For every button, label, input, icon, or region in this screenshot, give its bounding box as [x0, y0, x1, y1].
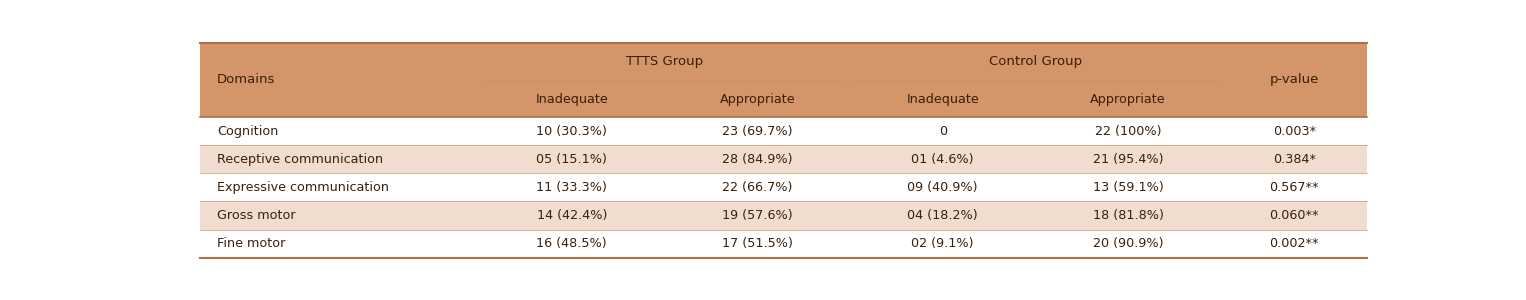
Text: 10 (30.3%): 10 (30.3%) — [536, 124, 607, 138]
Text: Expressive communication: Expressive communication — [217, 181, 389, 194]
Bar — [200, 117, 1367, 145]
Text: Cognition: Cognition — [217, 124, 278, 138]
Text: p-value: p-value — [1270, 74, 1318, 86]
Text: 01 (4.6%): 01 (4.6%) — [911, 153, 974, 166]
Text: 28 (84.9%): 28 (84.9%) — [722, 153, 792, 166]
Text: 11 (33.3%): 11 (33.3%) — [536, 181, 607, 194]
Text: 0: 0 — [938, 124, 946, 138]
Text: Control Group: Control Group — [989, 55, 1082, 68]
Text: 22 (66.7%): 22 (66.7%) — [722, 181, 792, 194]
Text: 0.384*: 0.384* — [1273, 153, 1315, 166]
Text: 09 (40.9%): 09 (40.9%) — [908, 181, 978, 194]
Text: 23 (69.7%): 23 (69.7%) — [722, 124, 792, 138]
Bar — [200, 145, 1367, 173]
Text: 22 (100%): 22 (100%) — [1096, 124, 1161, 138]
Text: 19 (57.6%): 19 (57.6%) — [722, 209, 792, 222]
Text: TTTS Group: TTTS Group — [626, 55, 703, 68]
Text: 14 (42.4%): 14 (42.4%) — [537, 209, 607, 222]
Text: 0.003*: 0.003* — [1273, 124, 1315, 138]
Text: 0.002**: 0.002** — [1270, 237, 1318, 250]
Text: 16 (48.5%): 16 (48.5%) — [537, 237, 607, 250]
Bar — [200, 173, 1367, 202]
Bar — [200, 230, 1367, 258]
Text: Inadequate: Inadequate — [536, 93, 609, 106]
Text: Receptive communication: Receptive communication — [217, 153, 383, 166]
Text: Inadequate: Inadequate — [906, 93, 980, 106]
Text: 21 (95.4%): 21 (95.4%) — [1093, 153, 1163, 166]
Bar — [200, 202, 1367, 230]
Text: Gross motor: Gross motor — [217, 209, 296, 222]
Text: 17 (51.5%): 17 (51.5%) — [722, 237, 792, 250]
Text: Appropriate: Appropriate — [719, 93, 795, 106]
Text: Appropriate: Appropriate — [1091, 93, 1166, 106]
Bar — [200, 43, 1367, 117]
Text: 0.567**: 0.567** — [1270, 181, 1318, 194]
Text: 0.060**: 0.060** — [1270, 209, 1318, 222]
Text: 20 (90.9%): 20 (90.9%) — [1093, 237, 1163, 250]
Text: 13 (59.1%): 13 (59.1%) — [1093, 181, 1163, 194]
Text: 02 (9.1%): 02 (9.1%) — [911, 237, 974, 250]
Text: Domains: Domains — [217, 74, 275, 86]
Text: 05 (15.1%): 05 (15.1%) — [536, 153, 607, 166]
Text: 18 (81.8%): 18 (81.8%) — [1093, 209, 1164, 222]
Text: 04 (18.2%): 04 (18.2%) — [908, 209, 978, 222]
Text: Fine motor: Fine motor — [217, 237, 285, 250]
